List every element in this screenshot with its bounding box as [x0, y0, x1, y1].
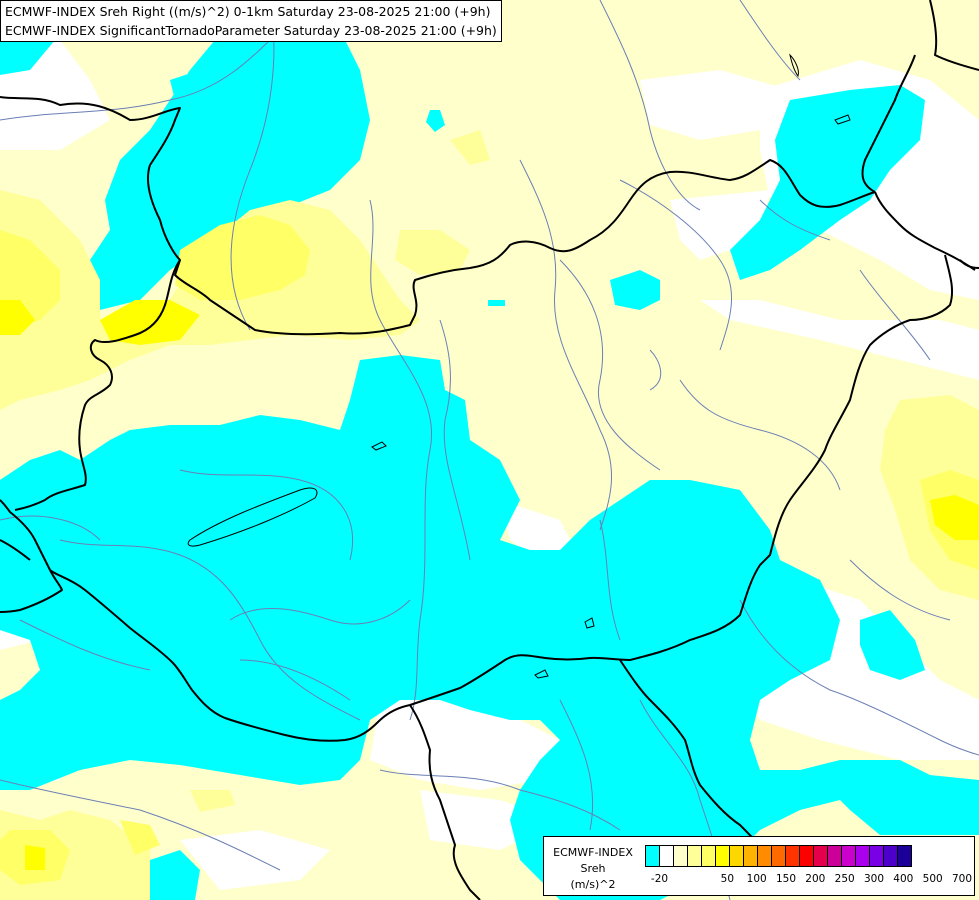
- legend-swatch: [701, 845, 716, 867]
- peak-regions: [0, 300, 979, 870]
- legend-swatch: [883, 845, 898, 867]
- legend-swatch: [841, 845, 856, 867]
- legend-tick-label: 250: [834, 873, 855, 885]
- legend-swatch: [813, 845, 828, 867]
- legend-tick-label: 100: [746, 873, 767, 885]
- legend-ticks: -20 50 100 150 200 250 300 400 500 700: [643, 873, 973, 889]
- map-title-box: ECMWF-INDEX Sreh Right ((m/s)^2) 0-1km S…: [0, 0, 502, 42]
- legend-swatch: [715, 845, 730, 867]
- legend-swatch: [785, 845, 800, 867]
- legend-tick-label: 500: [922, 873, 943, 885]
- legend-swatch: [659, 845, 674, 867]
- legend-swatch: [687, 845, 702, 867]
- legend-swatch: [771, 845, 786, 867]
- legend-tick-label: 200: [805, 873, 826, 885]
- legend-swatch: [799, 845, 814, 867]
- color-legend: ECMWF-INDEX Sreh (m/s)^2 -20 50 100 150 200 2…: [543, 836, 975, 896]
- title-line-1: ECMWF-INDEX Sreh Right ((m/s)^2) 0-1km S…: [5, 4, 491, 19]
- legend-swatch: [869, 845, 884, 867]
- legend-variable: Sreh: [580, 862, 606, 875]
- legend-tick-label: 300: [863, 873, 885, 885]
- legend-tick-label: 150: [775, 873, 797, 885]
- lakes: [187, 53, 851, 679]
- legend-unit: (m/s)^2: [570, 878, 616, 891]
- legend-swatch: [897, 845, 912, 867]
- legend-swatch: [743, 845, 758, 867]
- legend-tick-label: 700: [951, 873, 973, 885]
- legend-tick-label: 400: [893, 873, 914, 885]
- title-line-2: ECMWF-INDEX SignificantTornadoParameter …: [5, 23, 497, 38]
- legend-swatch: [827, 845, 842, 867]
- legend-swatch: [645, 845, 660, 867]
- legend-swatch: [855, 845, 870, 867]
- legend-swatch: [673, 845, 688, 867]
- legend-tick-label: 50: [720, 873, 735, 885]
- legend-swatch: [757, 845, 772, 867]
- legend-source: ECMWF-INDEX: [553, 846, 633, 859]
- legend-tick-label: -20: [650, 873, 669, 885]
- legend-swatch: [729, 845, 744, 867]
- legend-swatches: [645, 845, 912, 867]
